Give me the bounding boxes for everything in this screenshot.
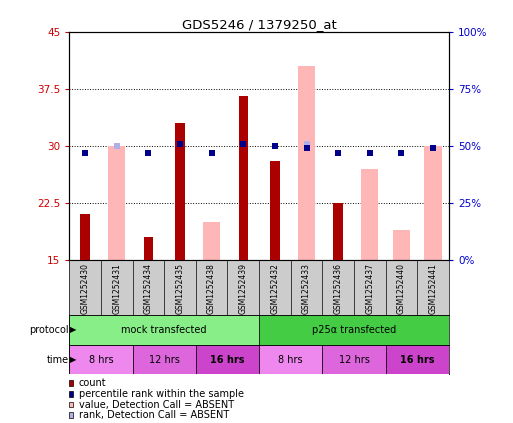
Text: GSM1252438: GSM1252438 <box>207 263 216 314</box>
Text: 12 hrs: 12 hrs <box>149 354 180 365</box>
Bar <box>175 123 185 260</box>
Bar <box>361 169 379 260</box>
Bar <box>108 146 125 260</box>
Bar <box>322 345 386 374</box>
Text: GSM1252430: GSM1252430 <box>81 263 90 314</box>
Bar <box>386 345 449 374</box>
Bar <box>69 345 132 374</box>
Bar <box>69 401 72 407</box>
Text: time: time <box>47 354 69 365</box>
Text: p25α transfected: p25α transfected <box>312 325 396 335</box>
Bar <box>424 146 442 260</box>
Text: GSM1252441: GSM1252441 <box>428 263 438 314</box>
Bar <box>69 391 72 397</box>
Bar <box>203 222 220 260</box>
Bar <box>69 380 72 386</box>
Bar <box>333 203 343 260</box>
Bar <box>81 214 90 260</box>
Bar <box>393 230 410 260</box>
Text: GSM1252436: GSM1252436 <box>333 263 343 314</box>
Text: GSM1252434: GSM1252434 <box>144 263 153 314</box>
Bar <box>69 315 259 345</box>
Text: GSM1252440: GSM1252440 <box>397 263 406 314</box>
Bar <box>132 345 196 374</box>
Text: GSM1252437: GSM1252437 <box>365 263 374 314</box>
Text: 8 hrs: 8 hrs <box>89 354 113 365</box>
Text: GSM1252433: GSM1252433 <box>302 263 311 314</box>
Title: GDS5246 / 1379250_at: GDS5246 / 1379250_at <box>182 18 337 30</box>
Text: ▶: ▶ <box>70 355 76 364</box>
Text: percentile rank within the sample: percentile rank within the sample <box>78 389 244 399</box>
Text: 16 hrs: 16 hrs <box>400 354 435 365</box>
Text: ▶: ▶ <box>70 325 76 335</box>
Text: GSM1252435: GSM1252435 <box>175 263 185 314</box>
Text: GSM1252432: GSM1252432 <box>270 263 280 314</box>
Bar <box>270 161 280 260</box>
Bar <box>196 345 259 374</box>
Text: count: count <box>78 378 106 388</box>
Bar <box>144 237 153 260</box>
Text: 12 hrs: 12 hrs <box>339 354 369 365</box>
Bar <box>259 315 449 345</box>
Text: GSM1252439: GSM1252439 <box>239 263 248 314</box>
Bar <box>298 66 315 260</box>
Text: value, Detection Call = ABSENT: value, Detection Call = ABSENT <box>78 399 234 409</box>
Text: rank, Detection Call = ABSENT: rank, Detection Call = ABSENT <box>78 410 229 420</box>
Bar <box>69 412 72 418</box>
Text: GSM1252431: GSM1252431 <box>112 263 121 314</box>
Text: protocol: protocol <box>29 325 69 335</box>
Text: 16 hrs: 16 hrs <box>210 354 245 365</box>
Text: 8 hrs: 8 hrs <box>279 354 303 365</box>
Bar <box>239 96 248 260</box>
Text: mock transfected: mock transfected <box>122 325 207 335</box>
Bar <box>259 345 322 374</box>
